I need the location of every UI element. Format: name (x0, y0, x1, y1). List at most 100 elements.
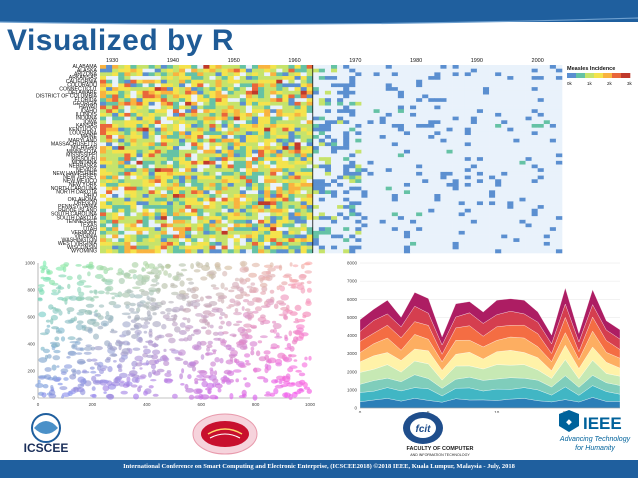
heatmap-cell (331, 157, 338, 162)
heatmap-cell (519, 98, 526, 103)
heatmap-cell (397, 219, 405, 224)
heatmap-cell (312, 135, 320, 140)
heatmap-cell (318, 230, 326, 235)
heatmap-cell (130, 142, 137, 147)
heatmap-cell (434, 175, 441, 180)
heatmap-cell (172, 109, 180, 114)
heatmap-cell (337, 83, 344, 88)
heatmap-cell (251, 205, 259, 210)
heatmap-cell (203, 160, 210, 165)
heatmap-cell (519, 241, 526, 246)
heatmap-cell (343, 79, 350, 84)
heatmap-cell (148, 227, 156, 232)
heatmap-cell (118, 208, 125, 213)
heatmap-cell (355, 105, 362, 110)
scatter-point (252, 310, 259, 314)
scatter-point (265, 391, 271, 395)
scatter-point (193, 305, 198, 310)
heatmap-cell (355, 127, 362, 132)
scatter-point (76, 352, 83, 355)
heatmap-cell (209, 160, 216, 165)
heatmap-cell (264, 76, 271, 81)
heatmap-cell (227, 223, 235, 228)
heatmap-cell (525, 194, 532, 199)
heatmap-cell (142, 205, 149, 210)
heatmap-cell (118, 127, 125, 132)
scatter-point (175, 358, 184, 361)
heatmap-cell (525, 65, 532, 69)
scatter-point (143, 330, 148, 334)
heatmap-cell (476, 216, 484, 221)
heatmap-cell (507, 179, 514, 184)
heatmap-cell (227, 245, 235, 250)
heatmap-cell (306, 83, 314, 88)
heatmap-cell (385, 116, 393, 121)
heatmap-cell (306, 135, 314, 140)
heatmap-cell (172, 65, 180, 69)
heatmap-cell (428, 219, 435, 224)
heatmap-cell (452, 127, 459, 132)
heatmap-cell (331, 131, 338, 136)
heatmap-cell (549, 109, 557, 114)
heatmap-cell (543, 219, 551, 224)
heatmap-row-label: ARIZONA (74, 72, 98, 78)
heatmap-cell (288, 234, 295, 239)
heatmap-cell (519, 230, 526, 235)
heatmap-cell (172, 72, 180, 77)
scatter-point (298, 372, 306, 377)
scatter-point (141, 266, 145, 272)
heatmap-cell (361, 223, 368, 228)
scatter-point (128, 348, 133, 355)
heatmap-cell (318, 164, 326, 169)
heatmap-cell (495, 208, 502, 213)
scatter-point (214, 262, 221, 268)
heatmap-cell (446, 72, 453, 77)
heatmap-cell (525, 72, 532, 77)
heatmap-row-label: CONNECTICUT (59, 86, 98, 92)
heatmap-legend-swatch (621, 73, 631, 78)
heatmap-cell (428, 146, 435, 151)
heatmap-cell (525, 149, 532, 154)
heatmap-cell (410, 160, 417, 165)
scatter-point (218, 325, 223, 330)
heatmap-cell (440, 83, 447, 88)
heatmap-cell (288, 186, 295, 191)
heatmap-cell (428, 230, 435, 235)
heatmap-cell (312, 245, 320, 250)
heatmap-cell (324, 201, 332, 206)
heatmap-cell (403, 153, 411, 158)
heatmap-cell (489, 168, 496, 173)
heatmap-cell (501, 76, 508, 81)
heatmap-cell (251, 216, 259, 221)
heatmap-cell (118, 234, 125, 239)
heatmap-cell (391, 168, 399, 173)
heatmap-cell (331, 175, 338, 180)
heatmap-cell (288, 138, 295, 143)
heatmap-cell (191, 65, 198, 69)
heatmap-cell (142, 249, 149, 254)
heatmap-cell (446, 153, 453, 158)
heatmap-cell (148, 131, 156, 136)
heatmap-cell (185, 223, 192, 228)
heatmap-cell (507, 87, 514, 92)
heatmap-cell (397, 135, 405, 140)
heatmap-cell (124, 149, 131, 154)
heatmap-cell (264, 223, 271, 228)
heatmap-cell (318, 245, 326, 250)
heatmap-cell (245, 105, 253, 110)
scatter-point (206, 382, 215, 389)
heatmap-cell (100, 212, 107, 217)
heatmap-cell (555, 179, 563, 184)
heatmap-cell (397, 212, 405, 217)
heatmap-cell (318, 65, 326, 69)
heatmap-row-label: VIRGINIA (74, 234, 97, 240)
heatmap-cell (428, 127, 435, 132)
heatmap-cell (537, 105, 545, 110)
heatmap-cell (507, 182, 514, 187)
heatmap-cell (519, 208, 526, 213)
heatmap-cell (264, 83, 271, 88)
heatmap-cell (531, 120, 538, 125)
heatmap-cell (288, 87, 295, 92)
heatmap-cell (555, 138, 563, 143)
heatmap-cell (434, 90, 441, 95)
